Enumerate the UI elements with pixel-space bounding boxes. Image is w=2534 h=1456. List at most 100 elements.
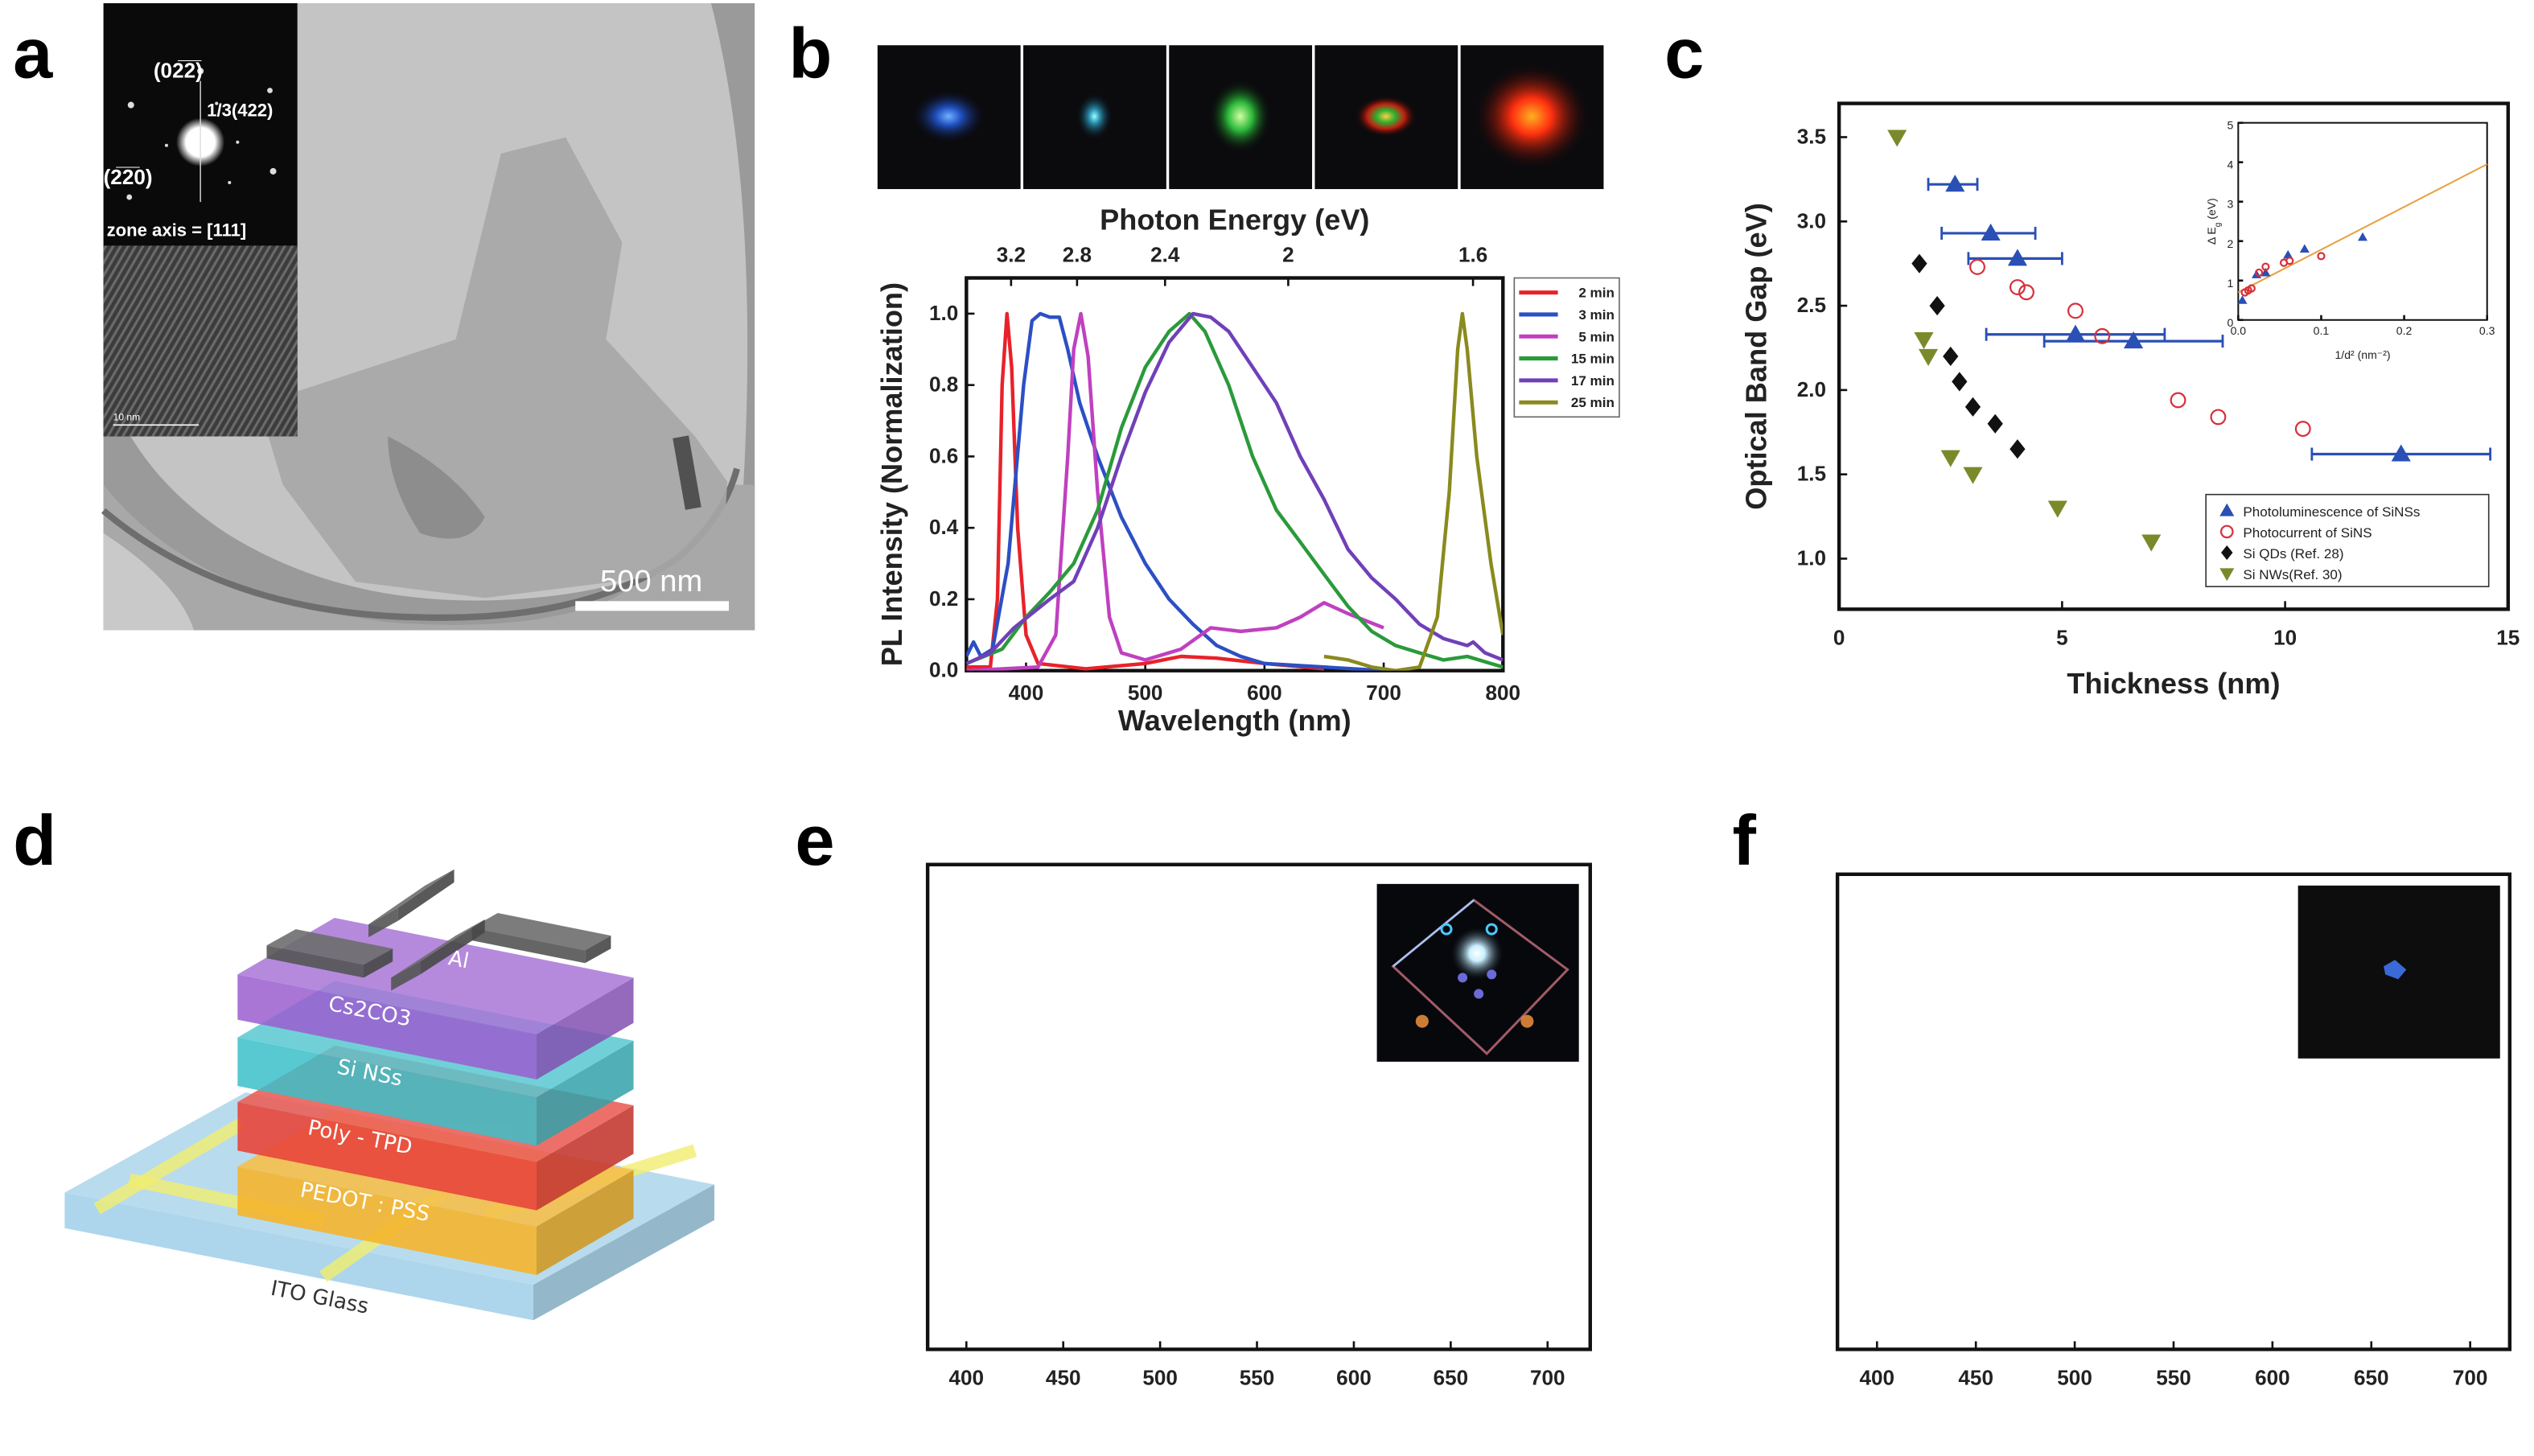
series-line-15-min (966, 311, 1504, 669)
layer-front-face (64, 1192, 533, 1321)
diffraction-label-022: (02̅2̅) (154, 58, 203, 82)
marker-open-circle (2219, 524, 2234, 539)
y-axis-title: Optical Band Gap (eV) (1740, 203, 1773, 510)
y-tick-label: 3.5 (1797, 125, 1826, 149)
x-tick-label: 400 (949, 1366, 985, 1390)
layer-front-face (471, 927, 586, 964)
inset-y-axis-title: Δ Eg (eV) (2205, 198, 2223, 245)
layer-side-face (420, 919, 485, 975)
marker-triangle-down (1914, 331, 1934, 350)
y-tick-label: 0.6 (929, 443, 958, 467)
layer-top-face (391, 919, 485, 978)
legend-label: 3 min (1578, 307, 1615, 323)
legend-label: 25 min (1571, 395, 1615, 410)
electrode-al (266, 929, 393, 978)
x-tick-label: 650 (1434, 1366, 1469, 1390)
marker-triangle-up (2237, 295, 2248, 304)
layer-side-face (536, 1040, 634, 1146)
legend: Photoluminescence of SiNSs Photocurrent o… (2205, 493, 2490, 588)
marker-triangle-down (2141, 534, 2162, 552)
y-tick-label: 2 (2227, 237, 2233, 250)
x-tick-label: 800 (1486, 681, 1521, 705)
y-tick-label: 0.2 (929, 586, 958, 611)
layer-side-shade (536, 1170, 634, 1276)
scale-bar-label: 500 nm (600, 564, 702, 598)
plot-frame (925, 862, 1592, 1351)
panel-label-d: d (13, 800, 56, 880)
series-line-17-min (966, 311, 1504, 665)
y-tick-label: 2.0 (1797, 377, 1826, 401)
y-tick-label: 1 (2227, 277, 2233, 290)
marker-open-circle (2210, 409, 2227, 426)
marker-triangle-up (2124, 331, 2144, 349)
layer-side-face (397, 869, 455, 922)
marker-open-circle (2285, 257, 2294, 265)
inset-y-axis-title-main: Δ E (2205, 227, 2218, 245)
top-tick-label: 2.8 (1063, 242, 1092, 266)
marker-open-circle (2067, 302, 2084, 319)
marker-triangle-up (1981, 223, 2001, 241)
layer-front-face (391, 961, 421, 991)
layer-side-shade (533, 1184, 714, 1321)
inset-background (2238, 122, 2487, 320)
marker-triangle-up (2283, 249, 2293, 259)
y-tick-label: 1.0 (1797, 546, 1826, 570)
pl-emission-spot (1076, 93, 1113, 140)
legend-label: 15 min (1571, 352, 1615, 367)
marker-open-circle (2317, 252, 2326, 261)
panel-label-c: c (1664, 13, 1704, 93)
inset-scale-label: 10 nm (113, 411, 140, 422)
chart-b: 400 500 600 700 800 0.0 0.2 0.4 0.6 0.8 1.0 3.2 2.8 2… (875, 203, 1620, 737)
x-tick-label: 500 (1128, 681, 1163, 705)
panel-label-b: b (788, 13, 832, 93)
layer-front-face (237, 974, 537, 1080)
layer-label: Al (446, 946, 471, 973)
marker-triangle-down (1918, 348, 1939, 367)
marker-triangle-down (1887, 130, 1907, 147)
pl-image-strip (877, 45, 1604, 190)
marker-triangle-up (2260, 267, 2271, 277)
layer-top-face (471, 913, 611, 951)
x-tick-label: 400 (1860, 1366, 1895, 1390)
marker-diamond (2221, 545, 2233, 561)
marker-triangle-up (1945, 175, 1965, 192)
legend-label: 17 min (1571, 373, 1615, 389)
marker-open-circle (2094, 327, 2111, 344)
x-tick-label: 0.2 (2396, 324, 2413, 337)
electrode-al (391, 919, 485, 991)
x-tick-label: 5 (2056, 626, 2068, 650)
marker-triangle-up (2299, 244, 2310, 253)
y-tick-label: 0.8 (929, 372, 958, 397)
top-tick-label: 2 (1282, 242, 1294, 266)
layer-top-highlight (266, 929, 393, 965)
marker-diamond (1943, 346, 1959, 367)
legend: 2 min 3 min 5 min 15 min 17 min 25 min (1513, 277, 1620, 418)
marker-open-circle (2294, 421, 2311, 438)
top-axis-title: Photon Energy (eV) (1100, 203, 1369, 236)
x-tick-label: 450 (1958, 1366, 1993, 1390)
layer-side-face (364, 948, 393, 978)
top-tick-label: 1.6 (1458, 242, 1487, 266)
legend-label: Photocurrent of SiNS (2243, 525, 2372, 541)
layer-side-shade (364, 948, 393, 978)
x-tick-label: 0.1 (2314, 324, 2330, 337)
y-tick-label: 0.4 (929, 515, 959, 539)
pl-emission-spot (1355, 95, 1417, 138)
marker-triangle-up (2219, 503, 2235, 516)
series-line-5-min (966, 311, 1384, 671)
x-axis-title: Wavelength (nm) (1118, 704, 1351, 737)
layer-front-face (368, 907, 398, 938)
layer-top-highlight (368, 869, 455, 925)
layer-top-face (368, 869, 455, 925)
x-tick-label: 10 (2273, 626, 2297, 650)
marker-diamond (1964, 397, 1981, 417)
pl-emission-spot (1209, 80, 1272, 153)
marker-open-circle (2170, 392, 2186, 409)
y-tick-label: 2.5 (1797, 293, 1826, 317)
fit-line (2237, 163, 2488, 294)
diffraction-label-220: (2̅2̅0) (104, 165, 153, 189)
